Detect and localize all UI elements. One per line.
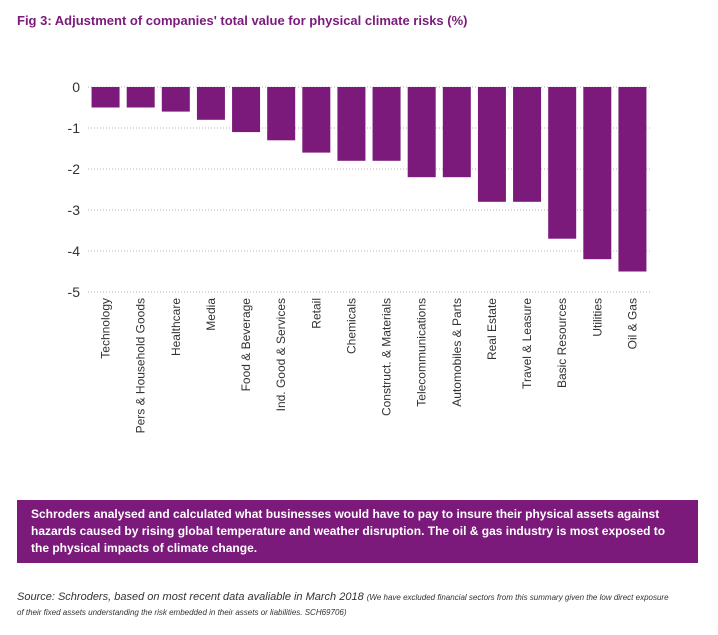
x-category-label: Basic Resources [555, 298, 569, 388]
bar-chart: 0 -1 -2 -3 -4 -5 Technology Pers & Household G… [68, 79, 650, 434]
x-category-label: Travel & Leasure [520, 298, 534, 389]
x-category-label: Technology [99, 298, 113, 359]
bar [161, 87, 190, 112]
y-tick-label: -1 [68, 120, 81, 136]
bar [407, 87, 436, 178]
bar [126, 87, 155, 108]
bar [372, 87, 401, 161]
bar [267, 87, 296, 141]
x-category-label: Telecommunications [415, 298, 429, 407]
x-category-label: Construct. & Materials [380, 298, 394, 416]
x-category-label: Utilities [590, 298, 604, 337]
x-category-label: Pers & Household Goods [134, 298, 148, 433]
bar [583, 87, 612, 260]
source-footnote: (We have excluded financial sectors from… [17, 593, 669, 617]
bar [513, 87, 542, 202]
x-category-label: Retail [309, 298, 323, 329]
bar [442, 87, 471, 178]
bar [477, 87, 506, 202]
bar [91, 87, 120, 108]
y-tick-label: 0 [72, 79, 80, 95]
bar [196, 87, 225, 120]
x-category-label: Chemicals [344, 298, 358, 354]
y-tick-label: -3 [68, 202, 81, 218]
x-category-label: Automobiles & Parts [450, 298, 464, 407]
y-tick-label: -5 [68, 284, 81, 300]
bar [548, 87, 577, 239]
callout-text: Schroders analysed and calculated what b… [31, 507, 666, 555]
x-category-label: Oil & Gas [625, 298, 639, 349]
source-note-block: Source: Schroders, based on most recent … [17, 590, 677, 620]
x-category-label: Media [204, 298, 218, 331]
figure-title: Fig 3: Adjustment of companies' total va… [17, 13, 468, 28]
source-text: Source: Schroders, based on most recent … [17, 591, 364, 603]
bar [232, 87, 261, 133]
bar [302, 87, 331, 153]
x-category-labels: Technology Pers & Household Goods Healthca… [99, 298, 640, 434]
x-category-label: Food & Beverage [239, 298, 253, 392]
bar [337, 87, 366, 161]
y-tick-label: -2 [68, 161, 81, 177]
bars [91, 87, 647, 272]
x-category-label: Healthcare [169, 298, 183, 356]
y-tick-labels: 0 -1 -2 -3 -4 -5 [68, 79, 81, 300]
y-tick-label: -4 [68, 243, 81, 259]
summary-callout: Schroders analysed and calculated what b… [17, 500, 698, 563]
x-category-label: Ind. Good & Services [274, 298, 288, 411]
bar [618, 87, 647, 272]
x-category-label: Real Estate [485, 298, 499, 360]
